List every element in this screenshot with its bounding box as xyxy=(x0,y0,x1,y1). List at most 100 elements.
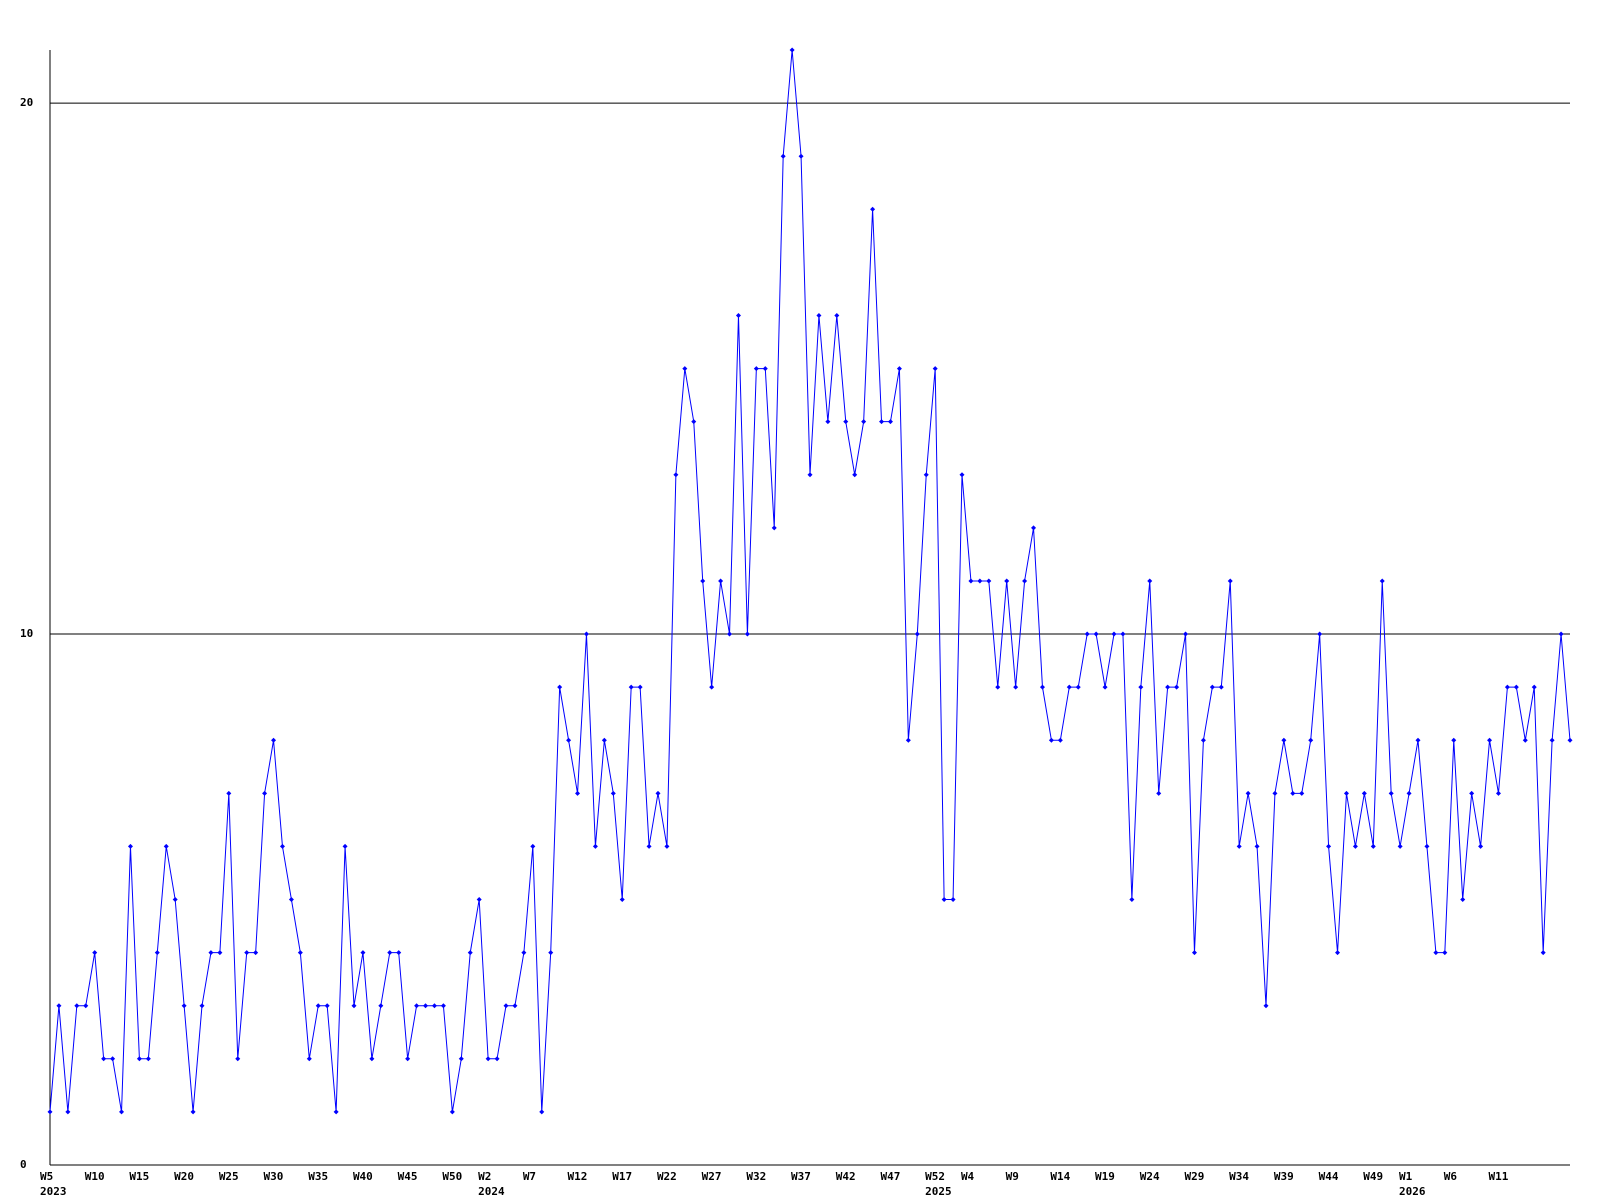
data-point xyxy=(1478,843,1484,849)
data-point xyxy=(1495,790,1501,796)
data-point xyxy=(619,897,625,903)
data-point xyxy=(986,578,992,584)
data-point xyxy=(199,1003,205,1009)
data-point xyxy=(941,897,947,903)
data-point xyxy=(262,790,268,796)
data-point xyxy=(959,472,965,478)
data-point xyxy=(1022,578,1028,584)
data-point xyxy=(566,737,572,743)
y-tick-label: 20 xyxy=(20,96,33,109)
data-point xyxy=(1254,843,1260,849)
data-point xyxy=(512,1003,518,1009)
data-point xyxy=(637,684,643,690)
data-point xyxy=(235,1056,241,1062)
data-point xyxy=(396,950,402,956)
data-point xyxy=(1031,525,1037,531)
data-point xyxy=(977,578,983,584)
data-point xyxy=(852,472,858,478)
data-point xyxy=(485,1056,491,1062)
data-point xyxy=(1165,684,1171,690)
x-tick-label: W5 xyxy=(40,1170,53,1183)
data-line xyxy=(49,49,1571,1112)
data-point xyxy=(709,684,715,690)
x-tick-label: W11 xyxy=(1488,1170,1508,1183)
x-tick-label: W52 xyxy=(925,1170,945,1183)
data-point xyxy=(136,1056,142,1062)
data-point xyxy=(1460,897,1466,903)
data-point xyxy=(1111,631,1117,637)
data-point xyxy=(1004,578,1010,584)
x-tick-label: W2 xyxy=(478,1170,491,1183)
data-point xyxy=(1075,684,1081,690)
data-point xyxy=(870,206,876,212)
data-point xyxy=(1370,843,1376,849)
data-point xyxy=(575,790,581,796)
data-point xyxy=(1299,790,1305,796)
data-point xyxy=(646,843,652,849)
data-point xyxy=(1039,684,1045,690)
data-point xyxy=(387,950,393,956)
data-point xyxy=(1469,790,1475,796)
data-point xyxy=(145,1056,151,1062)
x-tick-label: W9 xyxy=(1006,1170,1019,1183)
data-point xyxy=(1227,578,1233,584)
y-tick-label: 0 xyxy=(20,1158,27,1171)
x-tick-label: W12 xyxy=(568,1170,588,1183)
data-point xyxy=(1200,737,1206,743)
data-point xyxy=(816,312,822,318)
data-point xyxy=(414,1003,420,1009)
x-tick-label: W34 xyxy=(1229,1170,1249,1183)
data-point xyxy=(324,1003,330,1009)
x-tick-label: W1 xyxy=(1399,1170,1413,1183)
x-tick-label: W29 xyxy=(1184,1170,1204,1183)
data-point xyxy=(119,1109,125,1115)
data-point xyxy=(1513,684,1519,690)
data-point xyxy=(297,950,303,956)
data-point xyxy=(1272,790,1278,796)
data-point xyxy=(127,843,133,849)
data-point xyxy=(628,684,634,690)
data-point xyxy=(1335,950,1341,956)
data-point xyxy=(503,1003,509,1009)
data-point xyxy=(548,950,554,956)
x-tick-label: W35 xyxy=(308,1170,328,1183)
data-point xyxy=(1156,790,1162,796)
data-point xyxy=(682,366,688,372)
data-point xyxy=(208,950,214,956)
data-point xyxy=(217,950,223,956)
data-point xyxy=(110,1056,116,1062)
data-point xyxy=(530,843,536,849)
x-tick-label: W22 xyxy=(657,1170,677,1183)
data-point xyxy=(807,472,813,478)
data-point xyxy=(1379,578,1385,584)
data-point xyxy=(1281,737,1287,743)
data-point xyxy=(1048,737,1054,743)
data-point xyxy=(1433,950,1439,956)
data-point xyxy=(378,1003,384,1009)
data-point xyxy=(1406,790,1412,796)
data-point xyxy=(1397,843,1403,849)
x-year-label: 2025 xyxy=(925,1185,952,1198)
data-point xyxy=(1013,684,1019,690)
x-tick-label: W49 xyxy=(1363,1170,1383,1183)
data-point xyxy=(923,472,929,478)
data-point xyxy=(1183,631,1189,637)
data-point xyxy=(360,950,366,956)
data-point xyxy=(101,1056,107,1062)
x-tick-label: W20 xyxy=(174,1170,194,1183)
data-point xyxy=(1549,737,1555,743)
data-point xyxy=(1388,790,1394,796)
data-point xyxy=(172,897,178,903)
data-point xyxy=(458,1056,464,1062)
data-point xyxy=(718,578,724,584)
data-point xyxy=(56,1003,62,1009)
data-point xyxy=(879,419,885,425)
data-point xyxy=(1352,843,1358,849)
data-point xyxy=(1308,737,1314,743)
data-point xyxy=(843,419,849,425)
data-point xyxy=(92,950,98,956)
data-point xyxy=(271,737,277,743)
data-point xyxy=(825,419,831,425)
data-point xyxy=(1531,684,1537,690)
x-tick-label: W42 xyxy=(836,1170,856,1183)
